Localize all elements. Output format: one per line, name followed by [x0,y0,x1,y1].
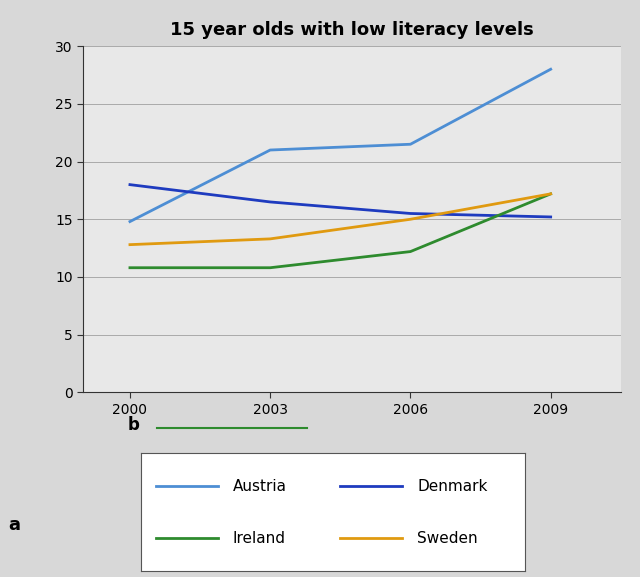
Text: b: b [128,416,140,434]
Text: Ireland: Ireland [233,531,286,546]
Text: Denmark: Denmark [417,478,488,493]
Text: Austria: Austria [233,478,287,493]
Title: 15 year olds with low literacy levels: 15 year olds with low literacy levels [170,21,534,39]
Text: a: a [8,516,20,534]
Text: Sweden: Sweden [417,531,478,546]
